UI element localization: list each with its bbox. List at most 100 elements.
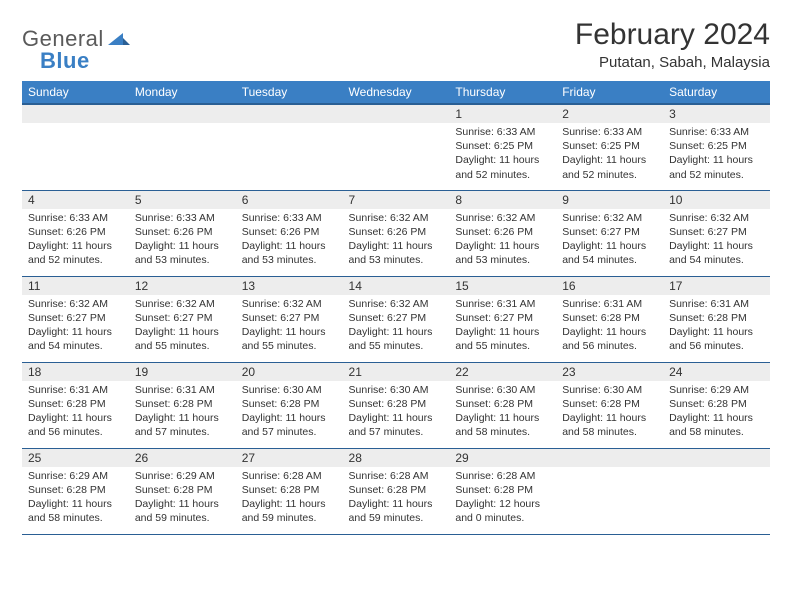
calendar-day-cell: 12Sunrise: 6:32 AMSunset: 6:27 PMDayligh… xyxy=(129,276,236,362)
weekday-header: Tuesday xyxy=(236,81,343,104)
calendar-day-cell: 5Sunrise: 6:33 AMSunset: 6:26 PMDaylight… xyxy=(129,190,236,276)
day-number: 29 xyxy=(449,449,556,467)
calendar-day-cell: 29Sunrise: 6:28 AMSunset: 6:28 PMDayligh… xyxy=(449,448,556,534)
logo: General xyxy=(22,18,132,52)
day-number: 4 xyxy=(22,191,129,209)
day-details: Sunrise: 6:33 AMSunset: 6:25 PMDaylight:… xyxy=(663,123,770,186)
day-number: 16 xyxy=(556,277,663,295)
calendar-day-cell: 7Sunrise: 6:32 AMSunset: 6:26 PMDaylight… xyxy=(343,190,450,276)
day-details: Sunrise: 6:32 AMSunset: 6:26 PMDaylight:… xyxy=(343,209,450,272)
sunset-line: Sunset: 6:28 PM xyxy=(455,397,550,411)
calendar-day-cell: 19Sunrise: 6:31 AMSunset: 6:28 PMDayligh… xyxy=(129,362,236,448)
calendar-day-cell: 18Sunrise: 6:31 AMSunset: 6:28 PMDayligh… xyxy=(22,362,129,448)
day-number: 19 xyxy=(129,363,236,381)
day-number-row xyxy=(22,105,129,123)
day-number: 26 xyxy=(129,449,236,467)
day-details: Sunrise: 6:32 AMSunset: 6:27 PMDaylight:… xyxy=(663,209,770,272)
daylight-line: Daylight: 11 hours and 59 minutes. xyxy=(349,497,444,525)
calendar-day-cell: 24Sunrise: 6:29 AMSunset: 6:28 PMDayligh… xyxy=(663,362,770,448)
sunrise-line: Sunrise: 6:33 AM xyxy=(669,125,764,139)
weekday-header: Monday xyxy=(129,81,236,104)
day-number-row xyxy=(556,449,663,467)
day-details: Sunrise: 6:30 AMSunset: 6:28 PMDaylight:… xyxy=(236,381,343,444)
title-block: February 2024 Putatan, Sabah, Malaysia xyxy=(575,18,770,71)
day-details: Sunrise: 6:32 AMSunset: 6:27 PMDaylight:… xyxy=(343,295,450,358)
calendar-day-cell: 20Sunrise: 6:30 AMSunset: 6:28 PMDayligh… xyxy=(236,362,343,448)
sunrise-line: Sunrise: 6:32 AM xyxy=(349,211,444,225)
sunrise-line: Sunrise: 6:30 AM xyxy=(562,383,657,397)
sunset-line: Sunset: 6:27 PM xyxy=(455,311,550,325)
day-details: Sunrise: 6:33 AMSunset: 6:26 PMDaylight:… xyxy=(236,209,343,272)
sunrise-line: Sunrise: 6:28 AM xyxy=(242,469,337,483)
sunrise-line: Sunrise: 6:32 AM xyxy=(455,211,550,225)
day-details: Sunrise: 6:32 AMSunset: 6:27 PMDaylight:… xyxy=(236,295,343,358)
daylight-line: Daylight: 11 hours and 59 minutes. xyxy=(135,497,230,525)
day-details: Sunrise: 6:30 AMSunset: 6:28 PMDaylight:… xyxy=(449,381,556,444)
day-details: Sunrise: 6:28 AMSunset: 6:28 PMDaylight:… xyxy=(343,467,450,530)
sunset-line: Sunset: 6:28 PM xyxy=(455,483,550,497)
daylight-line: Daylight: 11 hours and 52 minutes. xyxy=(669,153,764,181)
sunset-line: Sunset: 6:28 PM xyxy=(349,483,444,497)
weekday-header: Wednesday xyxy=(343,81,450,104)
daylight-line: Daylight: 11 hours and 56 minutes. xyxy=(562,325,657,353)
daylight-line: Daylight: 11 hours and 52 minutes. xyxy=(28,239,123,267)
calendar-day-cell: 6Sunrise: 6:33 AMSunset: 6:26 PMDaylight… xyxy=(236,190,343,276)
daylight-line: Daylight: 11 hours and 53 minutes. xyxy=(135,239,230,267)
daylight-line: Daylight: 11 hours and 55 minutes. xyxy=(455,325,550,353)
sunrise-line: Sunrise: 6:29 AM xyxy=(669,383,764,397)
sunrise-line: Sunrise: 6:31 AM xyxy=(135,383,230,397)
calendar-day-cell: 4Sunrise: 6:33 AMSunset: 6:26 PMDaylight… xyxy=(22,190,129,276)
calendar-day-cell: 16Sunrise: 6:31 AMSunset: 6:28 PMDayligh… xyxy=(556,276,663,362)
sunrise-line: Sunrise: 6:32 AM xyxy=(562,211,657,225)
day-number: 12 xyxy=(129,277,236,295)
calendar-day-cell: 15Sunrise: 6:31 AMSunset: 6:27 PMDayligh… xyxy=(449,276,556,362)
sunrise-line: Sunrise: 6:32 AM xyxy=(242,297,337,311)
header: General February 2024 Putatan, Sabah, Ma… xyxy=(22,18,770,71)
daylight-line: Daylight: 11 hours and 54 minutes. xyxy=(28,325,123,353)
calendar-week-row: 4Sunrise: 6:33 AMSunset: 6:26 PMDaylight… xyxy=(22,190,770,276)
sunrise-line: Sunrise: 6:31 AM xyxy=(28,383,123,397)
daylight-line: Daylight: 11 hours and 57 minutes. xyxy=(242,411,337,439)
weekday-header: Friday xyxy=(556,81,663,104)
day-details: Sunrise: 6:29 AMSunset: 6:28 PMDaylight:… xyxy=(663,381,770,444)
logo-triangle-icon xyxy=(108,29,130,50)
day-number: 1 xyxy=(449,105,556,123)
calendar-day-cell: 1Sunrise: 6:33 AMSunset: 6:25 PMDaylight… xyxy=(449,104,556,190)
day-details: Sunrise: 6:32 AMSunset: 6:27 PMDaylight:… xyxy=(129,295,236,358)
day-number: 13 xyxy=(236,277,343,295)
sunrise-line: Sunrise: 6:33 AM xyxy=(562,125,657,139)
sunset-line: Sunset: 6:28 PM xyxy=(242,483,337,497)
calendar-day-cell: 17Sunrise: 6:31 AMSunset: 6:28 PMDayligh… xyxy=(663,276,770,362)
sunset-line: Sunset: 6:28 PM xyxy=(669,397,764,411)
calendar-table: SundayMondayTuesdayWednesdayThursdayFrid… xyxy=(22,81,770,535)
day-details: Sunrise: 6:31 AMSunset: 6:28 PMDaylight:… xyxy=(556,295,663,358)
calendar-day-cell xyxy=(129,104,236,190)
daylight-line: Daylight: 11 hours and 58 minutes. xyxy=(669,411,764,439)
daylight-line: Daylight: 11 hours and 58 minutes. xyxy=(455,411,550,439)
calendar-week-row: 11Sunrise: 6:32 AMSunset: 6:27 PMDayligh… xyxy=(22,276,770,362)
sunrise-line: Sunrise: 6:28 AM xyxy=(349,469,444,483)
day-number: 11 xyxy=(22,277,129,295)
day-details: Sunrise: 6:33 AMSunset: 6:26 PMDaylight:… xyxy=(129,209,236,272)
sunrise-line: Sunrise: 6:33 AM xyxy=(28,211,123,225)
day-number: 25 xyxy=(22,449,129,467)
calendar-day-cell: 3Sunrise: 6:33 AMSunset: 6:25 PMDaylight… xyxy=(663,104,770,190)
day-details: Sunrise: 6:30 AMSunset: 6:28 PMDaylight:… xyxy=(343,381,450,444)
sunset-line: Sunset: 6:27 PM xyxy=(562,225,657,239)
day-number: 8 xyxy=(449,191,556,209)
calendar-day-cell: 2Sunrise: 6:33 AMSunset: 6:25 PMDaylight… xyxy=(556,104,663,190)
daylight-line: Daylight: 11 hours and 58 minutes. xyxy=(562,411,657,439)
calendar-day-cell: 26Sunrise: 6:29 AMSunset: 6:28 PMDayligh… xyxy=(129,448,236,534)
calendar-day-cell: 28Sunrise: 6:28 AMSunset: 6:28 PMDayligh… xyxy=(343,448,450,534)
sunset-line: Sunset: 6:27 PM xyxy=(669,225,764,239)
calendar-day-cell: 22Sunrise: 6:30 AMSunset: 6:28 PMDayligh… xyxy=(449,362,556,448)
sunset-line: Sunset: 6:28 PM xyxy=(135,397,230,411)
sunset-line: Sunset: 6:27 PM xyxy=(349,311,444,325)
day-details: Sunrise: 6:33 AMSunset: 6:25 PMDaylight:… xyxy=(449,123,556,186)
sunrise-line: Sunrise: 6:30 AM xyxy=(242,383,337,397)
day-number: 2 xyxy=(556,105,663,123)
daylight-line: Daylight: 11 hours and 53 minutes. xyxy=(242,239,337,267)
day-number: 21 xyxy=(343,363,450,381)
calendar-day-cell xyxy=(22,104,129,190)
sunset-line: Sunset: 6:25 PM xyxy=(455,139,550,153)
